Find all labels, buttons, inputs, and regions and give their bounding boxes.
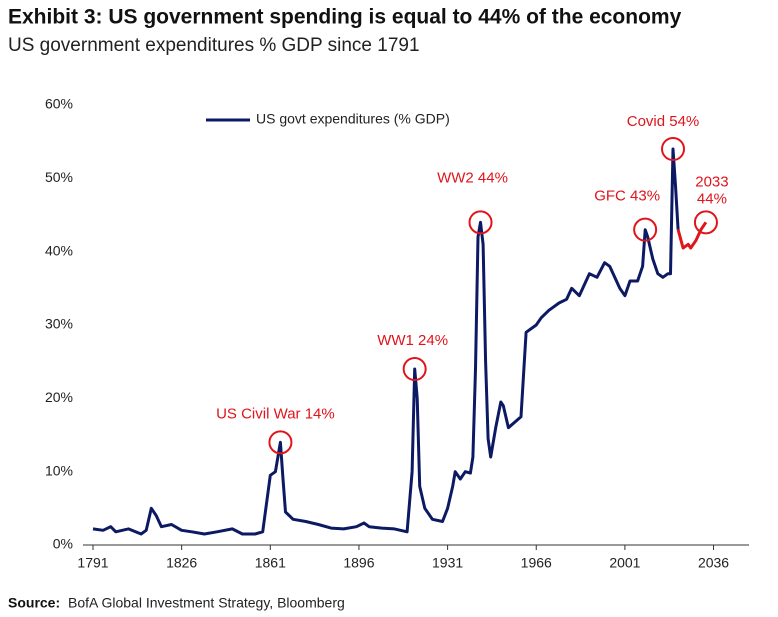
source-label: Source: [8,595,60,611]
data-line [676,221,708,250]
x-tick-label: 1826 [166,555,197,571]
annotation-circle [402,357,427,381]
chart-subtitle: US government expenditures % GDP since 1… [8,35,420,56]
y-tick-label: 40% [45,242,73,258]
y-tick-label: 10% [45,462,73,478]
annotation-label: 2033 [695,173,728,190]
annotation-circle [268,430,293,455]
annotation-circle [661,137,686,161]
y-tick-label: 30% [45,316,73,332]
x-tick-label: 2001 [609,555,640,571]
x-tick-label: 1931 [432,555,463,571]
x-tick-label: 1791 [77,555,108,571]
annotation-label: Covid 54% [627,113,700,130]
annotation-label: WW1 24% [377,332,448,349]
annotation-label: US Civil War 14% [216,405,335,422]
data-line [92,147,680,536]
y-tick-label: 60% [45,96,73,112]
source-text: BofA Global Investment Strategy, Bloombe… [68,595,345,611]
annotation-label: WW2 44% [437,169,508,186]
y-tick-label: 20% [45,389,73,405]
chart-title: Exhibit 3: US government spending is equ… [8,6,682,29]
annotation-circle [468,210,493,235]
y-tick-label: 50% [45,169,73,185]
annotation-label: GFC 43% [594,188,660,205]
annotation-circle [693,210,718,235]
x-tick-label: 2036 [698,555,729,571]
x-tick-label: 1966 [521,555,552,571]
legend-label: US govt expenditures (% GDP) [256,111,450,127]
x-tick-label: 1861 [255,555,286,571]
y-tick-label: 0% [53,536,73,552]
annotation-circle [633,217,658,242]
x-tick-label: 1896 [343,555,374,571]
annotation-label: 44% [697,190,727,207]
